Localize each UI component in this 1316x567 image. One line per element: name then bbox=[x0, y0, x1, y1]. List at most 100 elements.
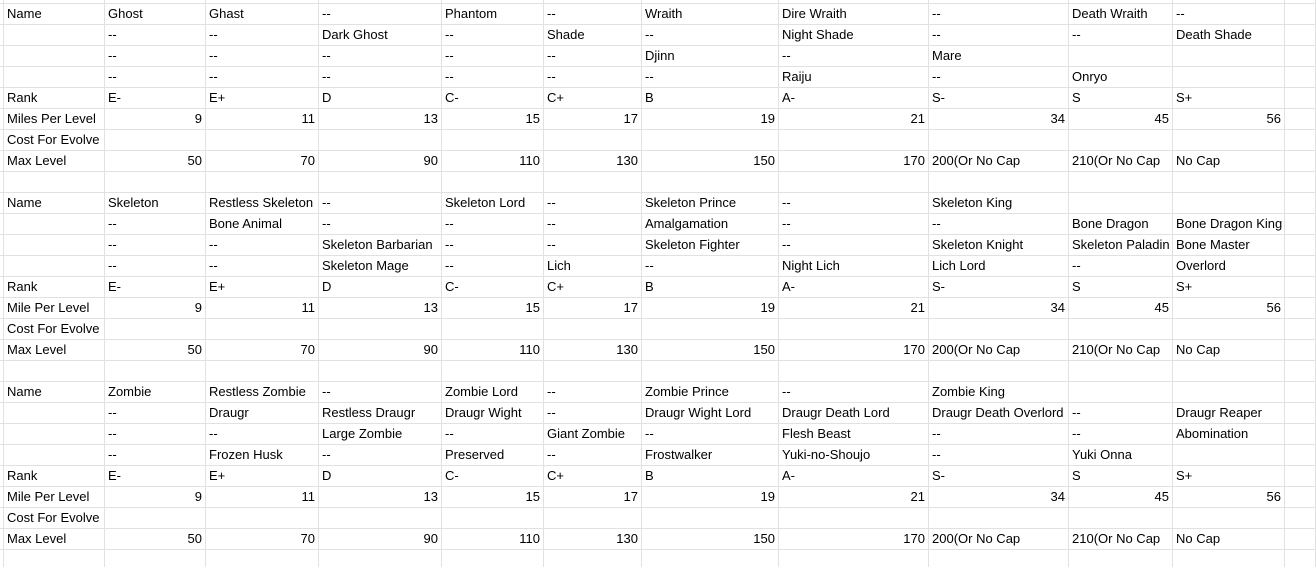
cell[interactable] bbox=[1285, 46, 1316, 67]
cell[interactable]: E+ bbox=[206, 88, 319, 109]
cell[interactable]: Skeleton Mage bbox=[319, 256, 442, 277]
cell[interactable]: Max Level bbox=[4, 340, 105, 361]
cell[interactable]: -- bbox=[929, 214, 1069, 235]
cell[interactable] bbox=[1173, 361, 1285, 382]
cell[interactable]: -- bbox=[1173, 4, 1285, 25]
cell[interactable]: 19 bbox=[642, 487, 779, 508]
cell[interactable] bbox=[105, 550, 206, 567]
cell[interactable] bbox=[1285, 361, 1316, 382]
cell[interactable]: 11 bbox=[206, 298, 319, 319]
cell[interactable]: Max Level bbox=[4, 151, 105, 172]
cell[interactable]: Mare bbox=[929, 46, 1069, 67]
cell[interactable]: 15 bbox=[442, 109, 544, 130]
cell[interactable] bbox=[544, 361, 642, 382]
cell[interactable] bbox=[4, 445, 105, 466]
cell[interactable]: -- bbox=[544, 46, 642, 67]
cell[interactable]: Bone Master bbox=[1173, 235, 1285, 256]
cell[interactable]: -- bbox=[105, 235, 206, 256]
cell[interactable]: 130 bbox=[544, 151, 642, 172]
cell[interactable]: Cost For Evolve bbox=[4, 130, 105, 151]
cell[interactable]: E- bbox=[105, 277, 206, 298]
cell[interactable] bbox=[442, 130, 544, 151]
cell[interactable]: Cost For Evolve bbox=[4, 319, 105, 340]
cell[interactable] bbox=[4, 550, 105, 567]
cell[interactable]: Cost For Evolve bbox=[4, 508, 105, 529]
cell[interactable]: Rank bbox=[4, 466, 105, 487]
cell[interactable]: 13 bbox=[319, 109, 442, 130]
cell[interactable] bbox=[4, 46, 105, 67]
cell[interactable]: Skeleton Fighter bbox=[642, 235, 779, 256]
cell[interactable]: 50 bbox=[105, 340, 206, 361]
cell[interactable] bbox=[4, 361, 105, 382]
cell[interactable]: -- bbox=[1069, 424, 1173, 445]
cell[interactable]: -- bbox=[105, 214, 206, 235]
cell[interactable]: -- bbox=[105, 46, 206, 67]
cell[interactable]: 11 bbox=[206, 109, 319, 130]
cell[interactable]: 90 bbox=[319, 151, 442, 172]
cell[interactable]: Max Level bbox=[4, 529, 105, 550]
cell[interactable]: Ghast bbox=[206, 4, 319, 25]
cell[interactable]: 34 bbox=[929, 487, 1069, 508]
cell[interactable] bbox=[206, 361, 319, 382]
cell[interactable] bbox=[544, 319, 642, 340]
cell[interactable] bbox=[1285, 214, 1316, 235]
cell[interactable] bbox=[929, 508, 1069, 529]
cell[interactable] bbox=[1069, 319, 1173, 340]
cell[interactable] bbox=[1173, 46, 1285, 67]
cell[interactable] bbox=[4, 214, 105, 235]
cell[interactable]: Mile Per Level bbox=[4, 298, 105, 319]
cell[interactable]: -- bbox=[544, 235, 642, 256]
cell[interactable]: 70 bbox=[206, 340, 319, 361]
cell[interactable] bbox=[1173, 445, 1285, 466]
cell[interactable]: S+ bbox=[1173, 277, 1285, 298]
cell[interactable] bbox=[642, 172, 779, 193]
cell[interactable]: Zombie Prince bbox=[642, 382, 779, 403]
cell[interactable]: 56 bbox=[1173, 487, 1285, 508]
cell[interactable]: Night Shade bbox=[779, 25, 929, 46]
cell[interactable] bbox=[779, 361, 929, 382]
cell[interactable]: 210(Or No Cap bbox=[1069, 151, 1173, 172]
cell[interactable] bbox=[4, 25, 105, 46]
cell[interactable]: Ghost bbox=[105, 4, 206, 25]
cell[interactable]: D bbox=[319, 88, 442, 109]
cell[interactable]: -- bbox=[319, 4, 442, 25]
cell[interactable]: -- bbox=[319, 67, 442, 88]
cell[interactable] bbox=[1173, 193, 1285, 214]
cell[interactable]: 200(Or No Cap bbox=[929, 151, 1069, 172]
cell[interactable] bbox=[1285, 466, 1316, 487]
cell[interactable] bbox=[1285, 445, 1316, 466]
cell[interactable]: -- bbox=[105, 25, 206, 46]
cell[interactable]: Skeleton King bbox=[929, 193, 1069, 214]
cell[interactable]: 170 bbox=[779, 151, 929, 172]
cell[interactable] bbox=[4, 172, 105, 193]
cell[interactable] bbox=[1069, 130, 1173, 151]
cell[interactable] bbox=[1285, 235, 1316, 256]
cell[interactable]: No Cap bbox=[1173, 151, 1285, 172]
cell[interactable]: B bbox=[642, 88, 779, 109]
cell[interactable] bbox=[544, 550, 642, 567]
cell[interactable]: 56 bbox=[1173, 298, 1285, 319]
cell[interactable]: -- bbox=[544, 193, 642, 214]
cell[interactable] bbox=[1285, 382, 1316, 403]
cell[interactable] bbox=[319, 319, 442, 340]
cell[interactable]: -- bbox=[105, 403, 206, 424]
cell[interactable] bbox=[1285, 298, 1316, 319]
cell[interactable]: -- bbox=[206, 25, 319, 46]
cell[interactable]: A- bbox=[779, 88, 929, 109]
cell[interactable]: 170 bbox=[779, 529, 929, 550]
cell[interactable]: Death Wraith bbox=[1069, 4, 1173, 25]
cell[interactable]: 110 bbox=[442, 340, 544, 361]
cell[interactable] bbox=[1069, 361, 1173, 382]
cell[interactable] bbox=[642, 550, 779, 567]
cell[interactable]: Dark Ghost bbox=[319, 25, 442, 46]
cell[interactable]: 70 bbox=[206, 529, 319, 550]
cell[interactable]: 200(Or No Cap bbox=[929, 340, 1069, 361]
cell[interactable] bbox=[319, 550, 442, 567]
cell[interactable]: -- bbox=[779, 193, 929, 214]
cell[interactable] bbox=[1069, 382, 1173, 403]
cell[interactable]: A- bbox=[779, 277, 929, 298]
cell[interactable] bbox=[1173, 319, 1285, 340]
cell[interactable]: -- bbox=[442, 235, 544, 256]
cell[interactable]: Lich bbox=[544, 256, 642, 277]
cell[interactable] bbox=[1285, 151, 1316, 172]
